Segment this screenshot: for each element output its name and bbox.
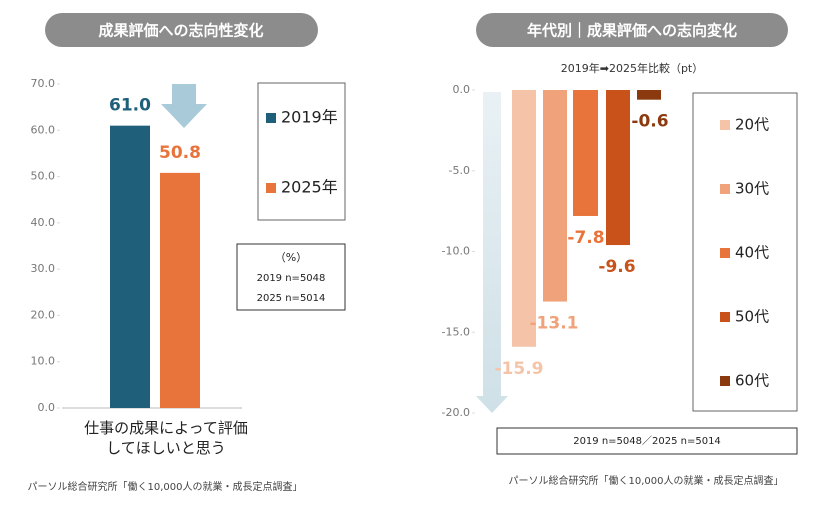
bar xyxy=(573,90,598,216)
arrow xyxy=(161,84,207,128)
source: パーソル総合研究所「働く10,000人の就業・成長定点調査」 xyxy=(509,474,784,487)
chart-title: 年代別｜成果評価への志向変化 xyxy=(527,22,737,40)
y-tick-label: 0.0 xyxy=(453,83,471,96)
legend-label: 20代 xyxy=(735,116,769,134)
arrow xyxy=(476,92,508,413)
bar xyxy=(160,172,200,408)
y-tick-label: 70.0 xyxy=(31,77,56,90)
y-tick-label: -15.0 xyxy=(442,325,470,338)
y-tick-label: 10.0 xyxy=(31,355,56,368)
note: 2025 n=5014 xyxy=(257,293,326,304)
y-tick-label: 20.0 xyxy=(31,308,56,321)
value-label: -0.6 xyxy=(631,112,668,132)
category-label: 仕事の成果によって評価してほしいと思う xyxy=(84,419,248,457)
title-pill xyxy=(45,13,318,47)
y-tick-label: 30.0 xyxy=(31,262,56,275)
legend-swatch xyxy=(720,248,730,258)
bar xyxy=(637,90,661,100)
y-tick-label: -20.0 xyxy=(442,406,470,419)
legend-box xyxy=(257,82,346,221)
legend-swatch xyxy=(720,120,730,130)
chart-subtitle: 2019年➡2025年比較（pt） xyxy=(561,61,704,75)
bar xyxy=(543,90,567,302)
value-label: 61.0 xyxy=(109,96,151,116)
legend-swatch xyxy=(720,184,730,194)
y-tick-label: 60.0 xyxy=(31,123,56,136)
bar xyxy=(512,90,536,347)
bar xyxy=(110,125,150,409)
legend-swatch xyxy=(720,376,730,386)
note: （%） xyxy=(275,251,307,264)
y-tick-label: 50.0 xyxy=(31,170,56,183)
value-label: -9.6 xyxy=(598,257,635,277)
value-label: -15.9 xyxy=(495,359,544,379)
y-tick-label: 0.0 xyxy=(38,401,56,414)
legend-swatch xyxy=(266,113,276,123)
legend-label: 30代 xyxy=(735,180,769,198)
legend-label: 60代 xyxy=(735,372,769,390)
legend-label: 40代 xyxy=(735,244,769,262)
note-box xyxy=(236,243,346,311)
note: 2019 n=5048 xyxy=(257,273,326,284)
legend-label: 50代 xyxy=(735,308,769,326)
y-tick-label: -10.0 xyxy=(442,245,470,258)
title-pill xyxy=(476,13,788,47)
chart-title: 成果評価への志向性変化 xyxy=(98,22,263,40)
value-label: -7.8 xyxy=(567,228,604,248)
bar xyxy=(606,90,630,246)
legend-swatch xyxy=(720,312,730,322)
value-label: 50.8 xyxy=(159,143,201,163)
value-label: -13.1 xyxy=(530,314,579,334)
legend-box xyxy=(692,92,798,412)
y-tick-label: 40.0 xyxy=(31,216,56,229)
legend-label: 2025年 xyxy=(281,178,338,197)
legend-swatch xyxy=(266,183,276,193)
note-box xyxy=(496,427,798,455)
note: 2019 n=5048／2025 n=5014 xyxy=(573,435,721,447)
source: パーソル総合研究所「働く10,000人の就業・成長定点調査」 xyxy=(28,480,303,493)
y-tick-label: -5.0 xyxy=(449,164,470,177)
legend-label: 2019年 xyxy=(281,108,338,127)
